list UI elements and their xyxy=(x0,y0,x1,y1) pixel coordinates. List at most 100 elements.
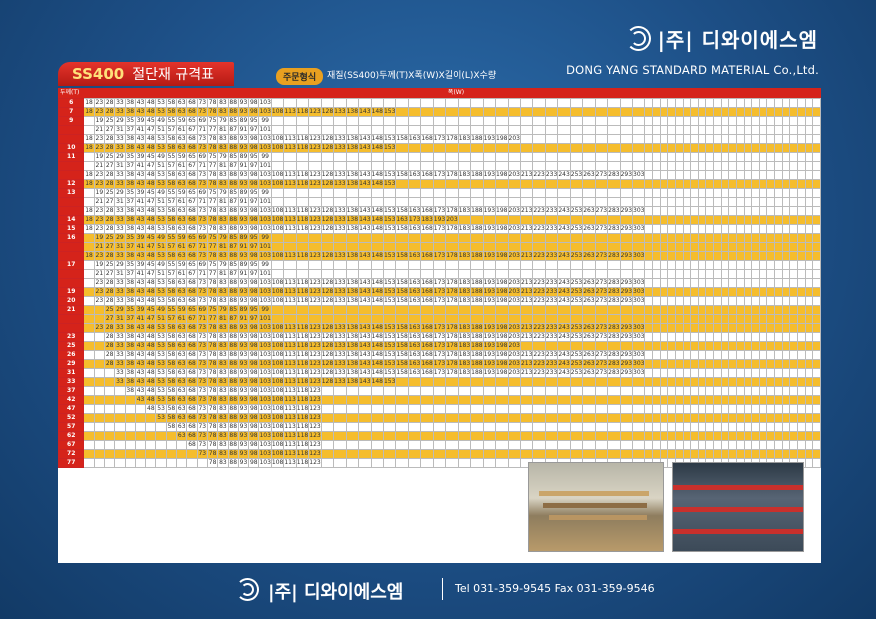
width-cell: 85 xyxy=(227,116,239,126)
width-cell xyxy=(557,413,571,423)
width-cell: 73 xyxy=(196,296,208,306)
width-cell xyxy=(659,449,669,459)
width-cell xyxy=(420,431,434,441)
width-cell xyxy=(804,404,814,414)
width-cell xyxy=(420,377,434,387)
width-cell xyxy=(682,422,692,432)
width-cell xyxy=(532,404,546,414)
width-cell xyxy=(652,224,661,234)
width-cell: 58 xyxy=(165,179,178,189)
width-cell: 58 xyxy=(165,341,178,351)
width-cell xyxy=(690,440,699,450)
width-cell xyxy=(743,422,753,432)
width-cell xyxy=(682,368,692,378)
width-cell: 123 xyxy=(308,134,322,144)
width-cell: 23 xyxy=(93,278,105,288)
width-cell xyxy=(713,332,722,342)
width-cell xyxy=(594,377,609,387)
width-cell xyxy=(728,134,737,144)
width-cell xyxy=(720,395,730,405)
width-cell xyxy=(495,422,509,432)
width-cell xyxy=(675,287,684,297)
width-cell xyxy=(713,404,722,414)
width-cell: 113 xyxy=(283,449,297,459)
width-cell: 53 xyxy=(155,296,167,306)
width-cell xyxy=(457,413,472,423)
width-cell: 93 xyxy=(237,377,250,387)
width-cell xyxy=(532,314,546,324)
table-row: 62 63 68 73 78 83 88 93 98 103 108 113 118 123 xyxy=(58,431,821,441)
width-cell xyxy=(720,413,730,423)
width-cell: 28 xyxy=(103,107,116,117)
width-cell xyxy=(804,368,814,378)
width-cell: 53 xyxy=(155,287,167,297)
width-cell xyxy=(569,233,584,243)
width-cell xyxy=(736,233,745,243)
width-cell xyxy=(789,269,798,279)
width-cell: 118 xyxy=(295,458,310,468)
width-cell: 38 xyxy=(124,170,136,180)
width-cell xyxy=(320,269,335,279)
width-cell xyxy=(432,404,447,414)
width-cell xyxy=(774,386,783,396)
width-cell: 133 xyxy=(333,134,347,144)
width-cell: 98 xyxy=(248,386,260,396)
width-cell: 133 xyxy=(333,278,347,288)
width-cell xyxy=(682,170,692,180)
width-cell xyxy=(728,251,737,261)
width-cell: 153 xyxy=(382,359,397,369)
width-cell xyxy=(789,224,798,234)
width-cell: 98 xyxy=(248,107,260,117)
width-cell xyxy=(619,143,634,153)
width-cell xyxy=(93,395,105,405)
width-cell: 68 xyxy=(186,134,198,144)
width-cell xyxy=(470,260,484,270)
width-cell xyxy=(432,152,447,162)
width-cell xyxy=(652,287,661,297)
width-cell: 253 xyxy=(569,278,584,288)
width-cell: 108 xyxy=(270,350,285,360)
table-row: 23 28 33 38 43 48 53 58 63 68 73 78 83 88 93 98 103 108 11… xyxy=(58,323,821,333)
width-cell: 25 xyxy=(103,233,116,243)
width-cell xyxy=(370,404,384,414)
width-cell xyxy=(659,404,669,414)
width-cell xyxy=(176,458,188,468)
width-cell xyxy=(407,161,422,171)
width-cell xyxy=(619,386,634,396)
width-cell xyxy=(804,287,814,297)
width-cell xyxy=(690,386,699,396)
width-cell xyxy=(283,188,297,198)
width-cell xyxy=(675,98,684,108)
width-cell xyxy=(743,197,753,207)
width-cell xyxy=(607,305,621,315)
width-cell: 69 xyxy=(196,233,208,243)
width-cell xyxy=(713,197,722,207)
width-cell: 28 xyxy=(103,251,116,261)
width-cell xyxy=(619,233,634,243)
width-cell xyxy=(582,431,596,441)
width-cell xyxy=(713,242,722,252)
width-cell xyxy=(557,422,571,432)
width-cell xyxy=(705,422,715,432)
width-cell xyxy=(789,278,798,288)
width-cell xyxy=(713,314,722,324)
width-cell xyxy=(667,449,676,459)
width-cell xyxy=(675,251,684,261)
width-cell: 47 xyxy=(145,125,157,135)
width-cell: 88 xyxy=(227,206,239,216)
width-cell: 243 xyxy=(557,224,571,234)
width-cell: 48 xyxy=(145,215,157,225)
width-cell xyxy=(675,413,684,423)
width-cell: 138 xyxy=(345,341,360,351)
width-cell xyxy=(697,269,707,279)
width-cell xyxy=(751,269,760,279)
width-cell xyxy=(644,215,654,225)
width-cell xyxy=(582,305,596,315)
width-cell: 183 xyxy=(457,332,472,342)
width-cell xyxy=(519,179,534,189)
width-cell: 108 xyxy=(270,206,285,216)
width-cell xyxy=(705,143,715,153)
width-cell: 293 xyxy=(619,296,634,306)
width-cell: 58 xyxy=(165,134,178,144)
width-cell: 108 xyxy=(270,251,285,261)
